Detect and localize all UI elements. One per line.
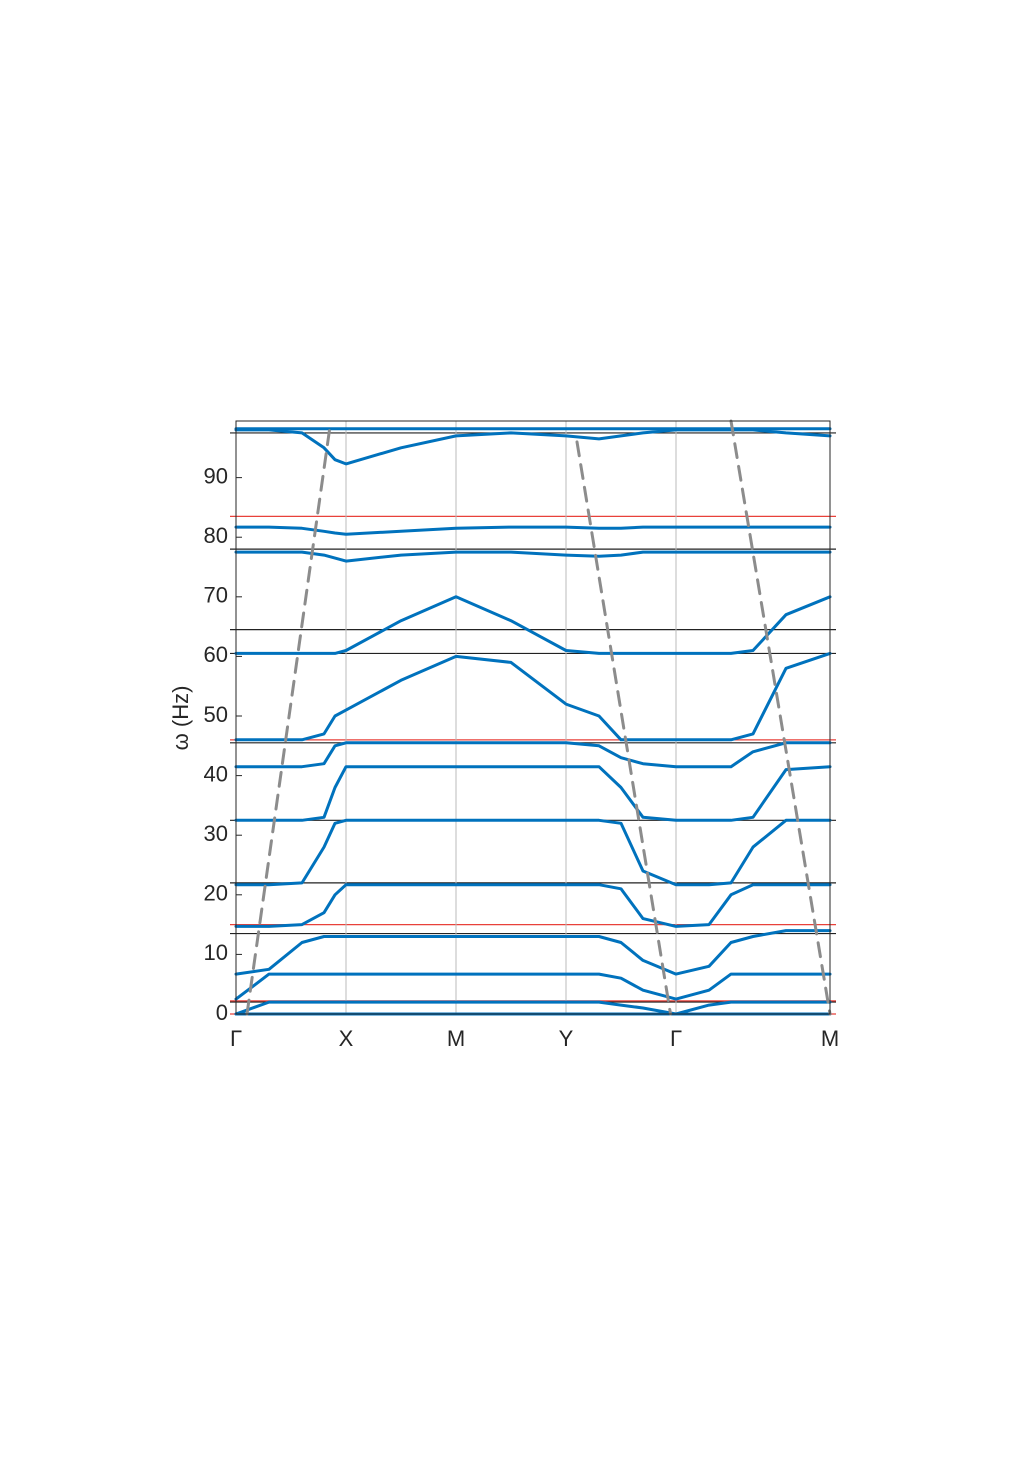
y-tick-label: 80	[204, 523, 228, 548]
band-line	[234, 929, 832, 976]
x-tick-label: M	[447, 1026, 465, 1051]
y-tick-label: 20	[204, 881, 228, 906]
dashed-line	[575, 440, 672, 1016]
x-tick-label: M	[821, 1026, 839, 1051]
y-tick-label: 50	[204, 702, 228, 727]
dashed-line	[729, 419, 832, 1016]
band-line	[234, 651, 832, 742]
band-line	[234, 765, 832, 822]
band-line	[234, 883, 832, 928]
x-tick-label: Y	[559, 1026, 574, 1051]
y-tick-label: 0	[216, 1000, 228, 1025]
band-line	[234, 818, 832, 887]
y-tick-label: 60	[204, 642, 228, 667]
band-line	[234, 1000, 832, 1016]
y-axis-label: ω (Hz)	[168, 686, 193, 751]
band-line	[234, 972, 832, 1001]
y-tick-label: 70	[204, 583, 228, 608]
band-line	[234, 550, 832, 563]
band-line	[234, 595, 832, 655]
plot-frame	[235, 420, 831, 1015]
x-tick-label: X	[339, 1026, 354, 1051]
y-tick-label: 10	[204, 940, 228, 965]
band-line	[234, 525, 832, 536]
y-tick-label: 40	[204, 761, 228, 786]
band-line	[234, 741, 832, 769]
y-tick-label: 30	[204, 821, 228, 846]
dashed-line	[245, 428, 331, 1016]
x-tick-label: Γ	[670, 1026, 682, 1051]
x-tick-label: Γ	[230, 1026, 242, 1051]
y-tick-label: 90	[204, 463, 228, 488]
